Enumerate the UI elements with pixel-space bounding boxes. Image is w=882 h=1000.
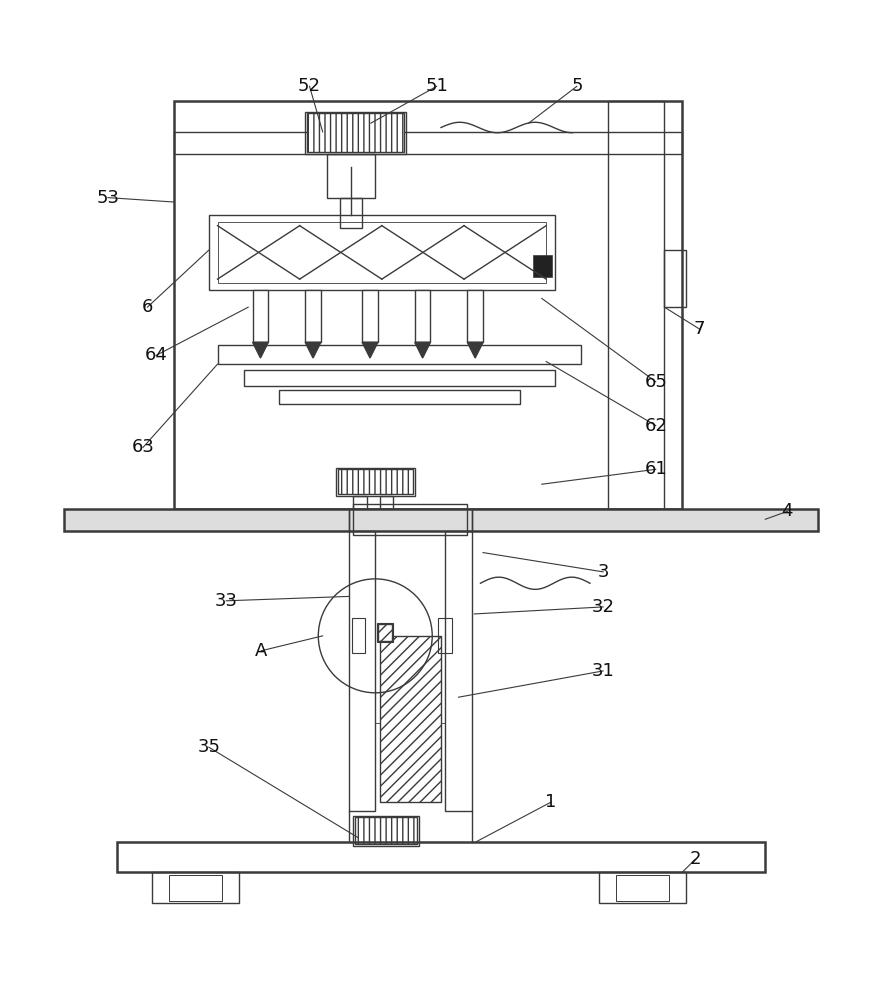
Bar [305, 290, 321, 342]
Bar [438, 618, 452, 653]
Text: 3: 3 [597, 563, 609, 581]
Bar [338, 469, 413, 494]
Text: 63: 63 [131, 438, 154, 456]
Text: 64: 64 [145, 346, 168, 364]
Bar [327, 154, 375, 198]
Polygon shape [467, 342, 483, 358]
Bar [64, 509, 818, 531]
Bar [305, 112, 406, 154]
Bar [664, 250, 686, 307]
Bar [169, 875, 222, 901]
Text: 1: 1 [545, 793, 557, 811]
Bar [599, 872, 686, 903]
Text: 6: 6 [142, 298, 153, 316]
Bar [116, 842, 766, 872]
Bar [377, 623, 392, 642]
Text: 53: 53 [96, 189, 119, 207]
Bar [363, 290, 377, 342]
Polygon shape [305, 342, 321, 358]
Text: 51: 51 [425, 77, 448, 95]
Polygon shape [363, 342, 377, 358]
Bar [336, 468, 415, 496]
Polygon shape [252, 342, 268, 358]
Bar [174, 132, 682, 154]
Bar [375, 531, 445, 723]
Bar [340, 198, 363, 228]
Text: 2: 2 [690, 850, 701, 868]
Bar [533, 255, 552, 277]
Bar [617, 875, 669, 901]
Bar [252, 290, 268, 342]
Bar [354, 496, 367, 509]
Text: 52: 52 [298, 77, 321, 95]
Text: 32: 32 [592, 598, 615, 616]
Text: 65: 65 [644, 373, 667, 391]
Text: 4: 4 [781, 502, 793, 520]
Bar [355, 817, 417, 844]
Bar [352, 618, 365, 653]
Bar [354, 504, 467, 535]
Bar [307, 113, 404, 152]
Bar [467, 290, 483, 342]
Bar [279, 390, 519, 404]
Text: 61: 61 [645, 460, 667, 478]
Bar [354, 816, 419, 846]
Text: A: A [255, 642, 267, 660]
Text: 62: 62 [644, 417, 667, 435]
Bar [218, 222, 546, 283]
Polygon shape [415, 342, 430, 358]
Bar [415, 290, 430, 342]
Bar [218, 345, 581, 364]
Text: 35: 35 [198, 738, 220, 756]
Bar [379, 496, 392, 509]
Bar [445, 531, 472, 811]
Text: 31: 31 [592, 662, 615, 680]
Text: 5: 5 [572, 77, 583, 95]
Bar [152, 872, 239, 903]
Bar [608, 101, 664, 509]
Bar [209, 215, 555, 290]
Text: 7: 7 [694, 320, 706, 338]
Bar [349, 531, 375, 811]
Text: 33: 33 [215, 592, 238, 610]
Bar [174, 101, 682, 509]
Bar [379, 636, 441, 802]
Bar [377, 624, 392, 641]
Bar [243, 370, 555, 386]
